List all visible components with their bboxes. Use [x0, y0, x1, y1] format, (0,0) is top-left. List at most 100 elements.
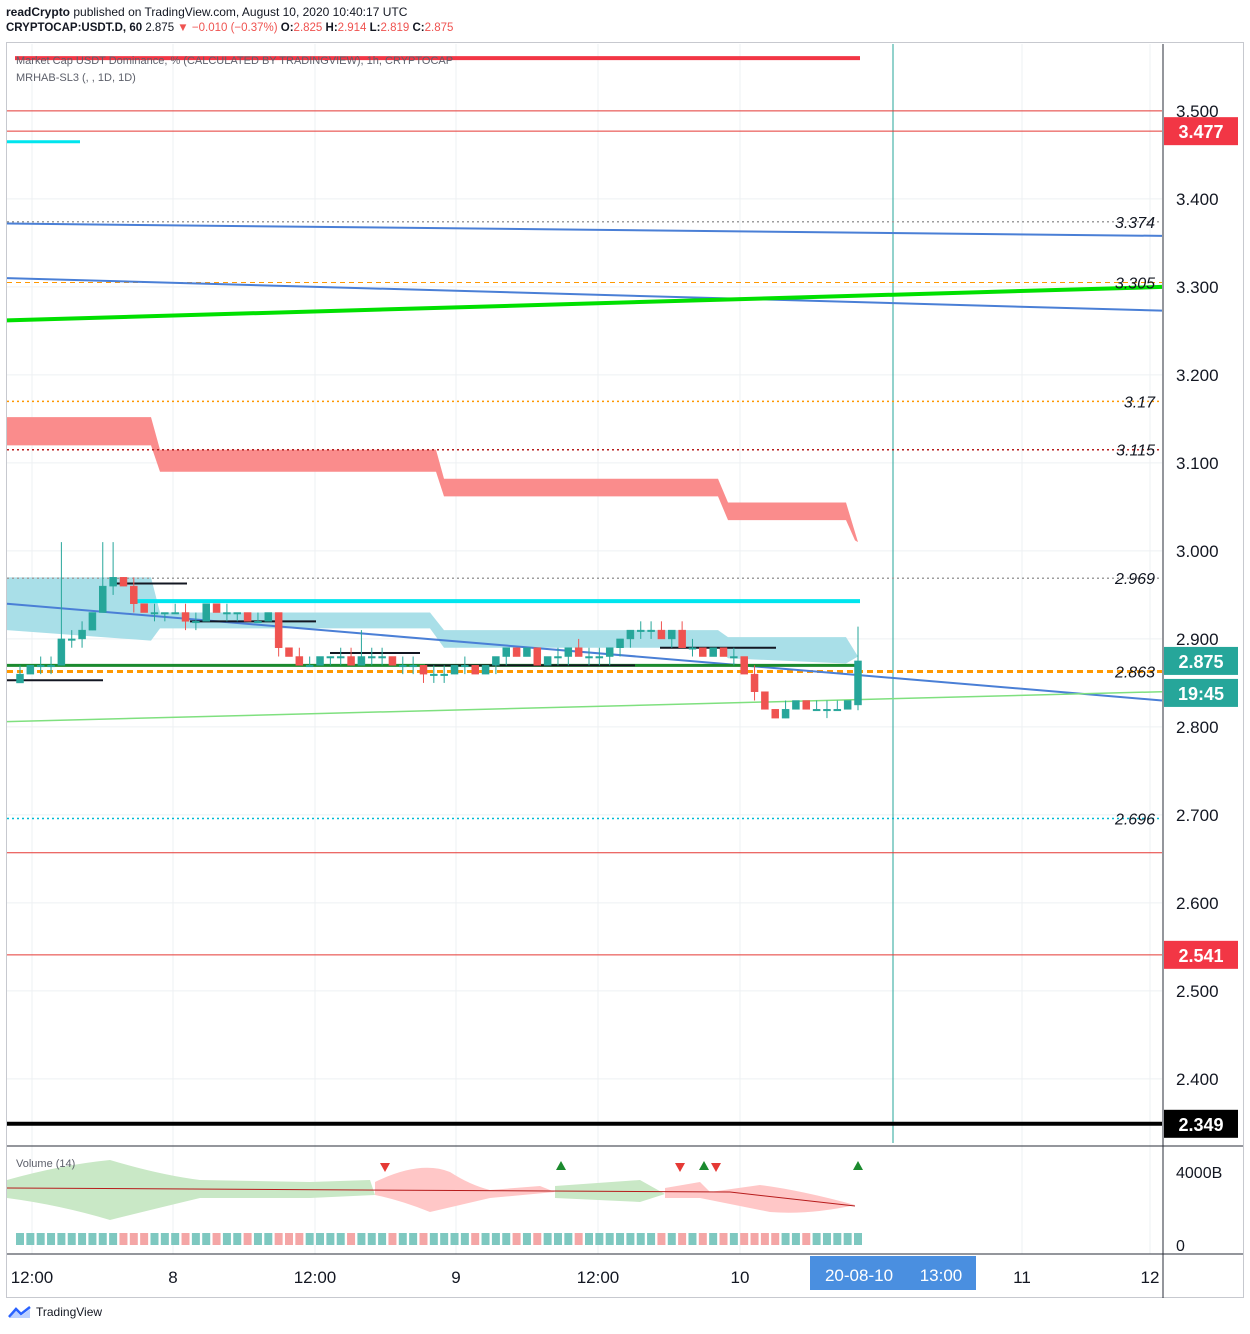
candle-body — [171, 612, 179, 615]
price-badge — [1164, 117, 1238, 146]
volume-bar — [243, 1233, 252, 1245]
price-chart[interactable]: 3.374 3.305 3.17 3.115 2.969 2.863 2.696 3.477 2… — [0, 0, 1250, 1300]
volume-bar — [264, 1233, 273, 1245]
publisher-name[interactable]: readCrypto — [6, 5, 71, 19]
volume-bar — [491, 1233, 500, 1245]
green-trendline — [6, 284, 1163, 323]
resistance-cloud — [444, 478, 728, 521]
volume-bar — [336, 1233, 345, 1245]
volume-bar — [109, 1233, 118, 1245]
high-value: 2.914 — [337, 22, 367, 34]
candle-body — [647, 629, 655, 632]
volume-bar — [378, 1233, 387, 1245]
volume-bar — [88, 1233, 97, 1245]
volume-bar — [388, 1233, 397, 1245]
price-tick-label: 3.300 — [1176, 278, 1219, 297]
candle-body — [616, 638, 624, 648]
close-label: C: — [412, 22, 425, 34]
resistance-cloud — [160, 449, 444, 497]
candle-body — [233, 612, 242, 615]
volume-bar — [140, 1233, 149, 1245]
close-value: 2.875 — [424, 22, 454, 34]
upper-trendline — [6, 222, 1163, 237]
indicator-legend: MRHAB-SL3 (, , 1D, 1D) — [16, 72, 136, 84]
candle-body — [212, 603, 221, 613]
volume-bar — [36, 1233, 45, 1245]
change-arrow-icon: ▼ — [177, 22, 189, 34]
candle-body — [161, 612, 169, 615]
volume-bar — [171, 1233, 180, 1245]
up-arrow-icon — [699, 1161, 709, 1170]
candle-body — [88, 612, 97, 631]
candle-body — [812, 709, 821, 712]
volume-bar — [316, 1233, 325, 1245]
candle-body — [254, 621, 262, 624]
price-badge-label: 2.875 — [1178, 652, 1223, 672]
mid-trendline — [6, 277, 1163, 312]
volume-bar — [57, 1233, 66, 1245]
candle-body — [802, 700, 811, 710]
price-badge — [1164, 646, 1238, 675]
candle-body — [140, 603, 148, 613]
volume-bar — [553, 1233, 562, 1245]
candle-body — [719, 647, 728, 657]
candle-body — [378, 656, 386, 659]
volume-bar — [98, 1233, 107, 1245]
candle-body — [761, 691, 769, 710]
cursor-time-badge — [810, 1256, 976, 1290]
price-tick-label: 2.500 — [1176, 982, 1219, 1001]
symbol-label[interactable]: CRYPTOCAP:USDT.D, 60 — [6, 22, 143, 34]
footer-brand[interactable]: TradingView — [8, 1305, 102, 1319]
price-tick-label: 2.400 — [1176, 1070, 1219, 1089]
candle-body — [305, 665, 314, 668]
candle-body — [109, 577, 117, 587]
candle-body — [823, 709, 831, 712]
candle-body — [605, 647, 614, 657]
volume-bar — [274, 1233, 283, 1245]
volume-bar — [212, 1233, 221, 1245]
volume-bar — [533, 1233, 542, 1245]
price-tick-label: 3.000 — [1176, 542, 1219, 561]
time-tick-label: 12:00 — [577, 1268, 620, 1287]
candle-body — [688, 647, 697, 650]
level-label: 3.305 — [1115, 276, 1155, 293]
volume-bar — [667, 1233, 676, 1245]
candle-body — [512, 647, 521, 657]
resistance-cloud — [728, 502, 858, 543]
volume-bar — [678, 1233, 687, 1245]
price-badge-label: 3.477 — [1178, 122, 1223, 142]
level-label: 3.17 — [1124, 394, 1156, 411]
volume-bar — [253, 1233, 262, 1245]
volume-bar — [347, 1233, 356, 1245]
level-label: 3.374 — [1115, 215, 1155, 232]
volume-bar — [305, 1233, 314, 1245]
candle-body — [854, 660, 862, 706]
volume-bar — [16, 1233, 24, 1245]
volume-bar — [150, 1233, 159, 1245]
candle-body — [181, 612, 190, 622]
volume-bar — [367, 1233, 376, 1245]
candle-body — [119, 577, 128, 587]
candle-body — [264, 612, 273, 622]
volume-bar — [812, 1233, 821, 1245]
candle-body — [419, 665, 428, 675]
volume-bar — [460, 1233, 469, 1245]
candle-body — [554, 656, 562, 659]
time-tick-label: 12:00 — [11, 1268, 54, 1287]
candle-body — [730, 656, 738, 659]
candle-body — [409, 665, 417, 668]
price-tick-label: 2.900 — [1176, 630, 1219, 649]
candle-body — [368, 656, 376, 659]
volume-bar — [326, 1233, 335, 1245]
price-badge — [1164, 678, 1238, 707]
price-badge-label: 19:45 — [1178, 684, 1224, 704]
price-tick-label: 3.200 — [1176, 366, 1219, 385]
candle-body — [440, 673, 448, 676]
candle-body — [699, 647, 707, 657]
candle-body — [388, 656, 397, 666]
candle-body — [150, 612, 159, 615]
price-tick-label: 3.500 — [1176, 102, 1219, 121]
price-tick-label: 2.600 — [1176, 894, 1219, 913]
candle-body — [336, 656, 345, 659]
level-label: 2.696 — [1114, 811, 1155, 828]
